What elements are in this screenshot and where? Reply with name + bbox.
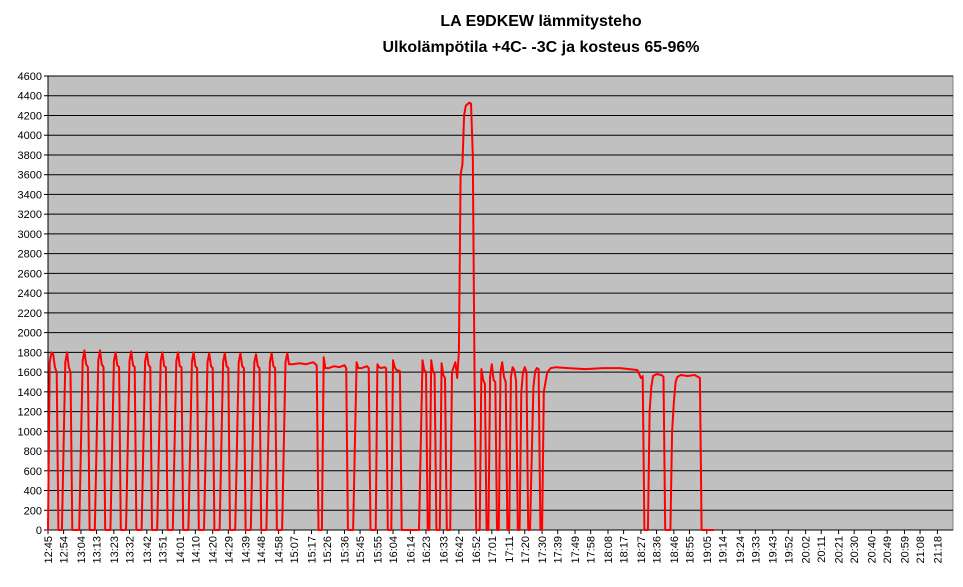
x-tick-label: 17:01	[487, 536, 499, 564]
chart-subtitle: Ulkolämpötila +4C- -3C ja kosteus 65-96%	[383, 39, 700, 56]
x-tick-label: 14:20	[208, 536, 220, 564]
x-tick-label: 20:02	[801, 536, 813, 564]
x-tick-label: 15:17	[307, 536, 319, 564]
x-tick-label: 13:13	[92, 536, 104, 564]
y-tick-label: 1200	[18, 407, 42, 419]
x-tick-label: 19:05	[702, 536, 714, 564]
x-axis-ticks: 12:45 12:54 13:04 13:13 13:23 13:32 13:42 13:51…	[43, 530, 944, 564]
y-tick-label: 2000	[18, 328, 42, 340]
series-layer	[47, 101, 715, 531]
x-tick-label: 13:04	[76, 536, 88, 564]
x-tick-label: 18:46	[669, 536, 681, 564]
x-tick-label: 19:52	[783, 536, 795, 564]
x-tick-label: 12:45	[43, 536, 55, 564]
x-tick-label: 17:11	[504, 536, 516, 563]
y-tick-label: 1600	[18, 367, 42, 379]
x-tick-label: 19:14	[717, 536, 729, 564]
y-tick-label: 200	[24, 505, 42, 517]
x-tick-label: 19:43	[768, 536, 780, 564]
x-tick-label: 19:33	[750, 536, 762, 564]
y-tick-label: 3800	[18, 150, 42, 162]
y-tick-label: 1400	[18, 387, 42, 399]
x-tick-label: 13:32	[124, 536, 136, 564]
x-tick-label: 16:33	[438, 536, 450, 564]
x-tick-label: 13:42	[142, 536, 154, 564]
x-tick-label: 14:10	[190, 536, 202, 564]
x-tick-label: 14:48	[256, 536, 268, 564]
x-tick-label: 21:08	[915, 536, 927, 564]
x-tick-label: 15:26	[322, 536, 334, 564]
x-tick-label: 14:29	[223, 536, 235, 564]
series-line	[47, 101, 715, 531]
x-tick-label: 16:42	[454, 536, 466, 564]
y-tick-label: 2200	[18, 308, 42, 320]
y-tick-label: 0	[36, 525, 42, 537]
x-tick-label: 20:49	[882, 536, 894, 564]
x-tick-label: 19:24	[735, 536, 747, 564]
x-tick-label: 15:07	[289, 536, 301, 564]
y-tick-label: 400	[24, 486, 42, 498]
y-tick-label: 600	[24, 466, 42, 478]
y-tick-label: 2400	[18, 288, 42, 300]
x-tick-label: 15:45	[355, 536, 367, 564]
x-tick-label: 15:55	[372, 536, 384, 564]
x-tick-label: 17:20	[520, 536, 532, 564]
x-tick-label: 18:55	[684, 536, 696, 564]
x-tick-label: 16:14	[405, 536, 417, 564]
chart-title: LA E9DKEW lämmitysteho	[440, 13, 641, 30]
x-tick-label: 17:39	[553, 536, 565, 564]
y-tick-label: 800	[24, 446, 42, 458]
y-tick-label: 3000	[18, 229, 42, 241]
y-tick-label: 4400	[18, 91, 42, 103]
x-tick-label: 17:49	[570, 536, 582, 564]
x-tick-label: 14:58	[274, 536, 286, 564]
y-tick-label: 3400	[18, 189, 42, 201]
y-tick-label: 3200	[18, 209, 42, 221]
y-tick-label: 3600	[18, 170, 42, 182]
x-tick-label: 16:23	[421, 536, 433, 564]
x-tick-label: 20:40	[867, 536, 879, 564]
x-tick-label: 14:39	[241, 536, 253, 564]
y-tick-label: 2800	[18, 249, 42, 261]
x-tick-label: 18:08	[603, 536, 615, 564]
y-tick-label: 4600	[18, 71, 42, 83]
x-tick-label: 20:59	[899, 536, 911, 564]
x-tick-label: 20:11	[816, 536, 828, 563]
x-tick-label: 12:54	[59, 536, 71, 564]
y-tick-label: 1000	[18, 426, 42, 438]
x-tick-label: 17:58	[586, 536, 598, 564]
x-tick-label: 15:36	[339, 536, 351, 564]
x-tick-label: 16:52	[471, 536, 483, 564]
y-tick-label: 2600	[18, 268, 42, 280]
x-tick-label: 16:04	[388, 536, 400, 564]
x-tick-label: 14:01	[175, 536, 187, 564]
x-tick-label: 13:51	[157, 536, 169, 564]
x-tick-label: 18:17	[619, 536, 631, 564]
x-tick-label: 20:30	[849, 536, 861, 564]
y-tick-label: 4200	[18, 110, 42, 122]
x-tick-label: 18:36	[652, 536, 664, 564]
x-tick-label: 18:27	[636, 536, 648, 564]
y-axis-ticks: 0 200 400 600 800 1000 1200 1400 1600 1800 2000 220…	[18, 71, 48, 537]
x-tick-label: 17:30	[537, 536, 549, 564]
y-tick-label: 1800	[18, 347, 42, 359]
y-tick-label: 4000	[18, 130, 42, 142]
x-tick-label: 20:21	[834, 536, 846, 564]
x-tick-label: 21:18	[932, 536, 944, 564]
x-tick-label: 13:23	[109, 536, 121, 564]
